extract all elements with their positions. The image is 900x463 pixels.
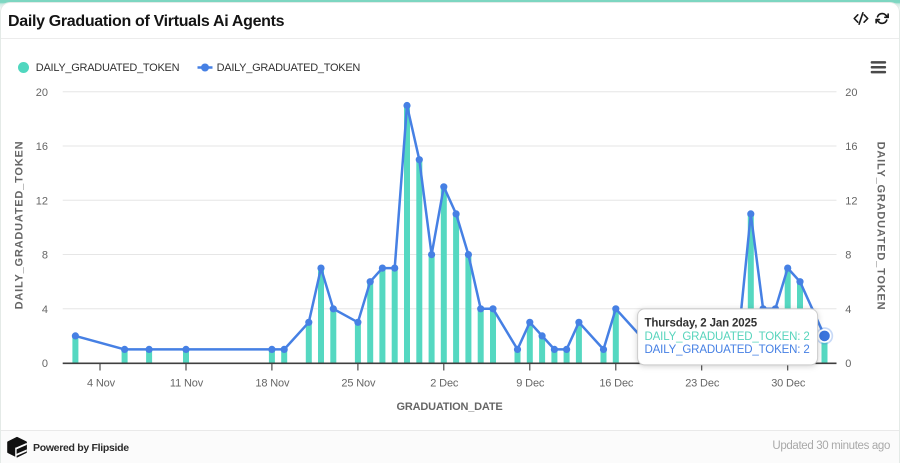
svg-text:18 Nov: 18 Nov [255, 378, 290, 390]
svg-text:4: 4 [845, 304, 851, 316]
svg-text:16 Dec: 16 Dec [599, 378, 634, 390]
svg-text:4: 4 [42, 304, 48, 316]
svg-text:12: 12 [36, 195, 48, 207]
svg-text:16: 16 [36, 141, 48, 153]
svg-text:25 Nov: 25 Nov [341, 378, 376, 390]
svg-text:9 Dec: 9 Dec [516, 378, 545, 390]
svg-text:30 Dec: 30 Dec [771, 378, 806, 390]
svg-text:DAILY_GRADUATED_TOKEN: 2: DAILY_GRADUATED_TOKEN: 2 [645, 331, 810, 343]
svg-text:12: 12 [845, 195, 857, 207]
svg-text:0: 0 [42, 358, 48, 370]
svg-text:20: 20 [36, 87, 48, 99]
svg-text:11 Nov: 11 Nov [170, 378, 204, 390]
svg-text:DAILY_GRADUATED_TOKEN: DAILY_GRADUATED_TOKEN [875, 142, 887, 311]
svg-text:GRADUATION_DATE: GRADUATION_DATE [397, 401, 503, 413]
svg-text:20: 20 [845, 87, 857, 99]
svg-text:4 Nov: 4 Nov [87, 378, 116, 390]
svg-text:Thursday, 2 Jan 2025: Thursday, 2 Jan 2025 [645, 317, 758, 329]
svg-text:16: 16 [845, 141, 857, 153]
svg-text:DAILY_GRADUATED_TOKEN: DAILY_GRADUATED_TOKEN [14, 141, 26, 310]
svg-text:DAILY_GRADUATED_TOKEN: 2: DAILY_GRADUATED_TOKEN: 2 [645, 344, 810, 356]
svg-text:23 Dec: 23 Dec [685, 378, 720, 390]
svg-text:0: 0 [845, 358, 851, 370]
svg-text:8: 8 [42, 250, 48, 262]
svg-text:2 Dec: 2 Dec [430, 378, 459, 390]
svg-text:8: 8 [845, 250, 851, 262]
